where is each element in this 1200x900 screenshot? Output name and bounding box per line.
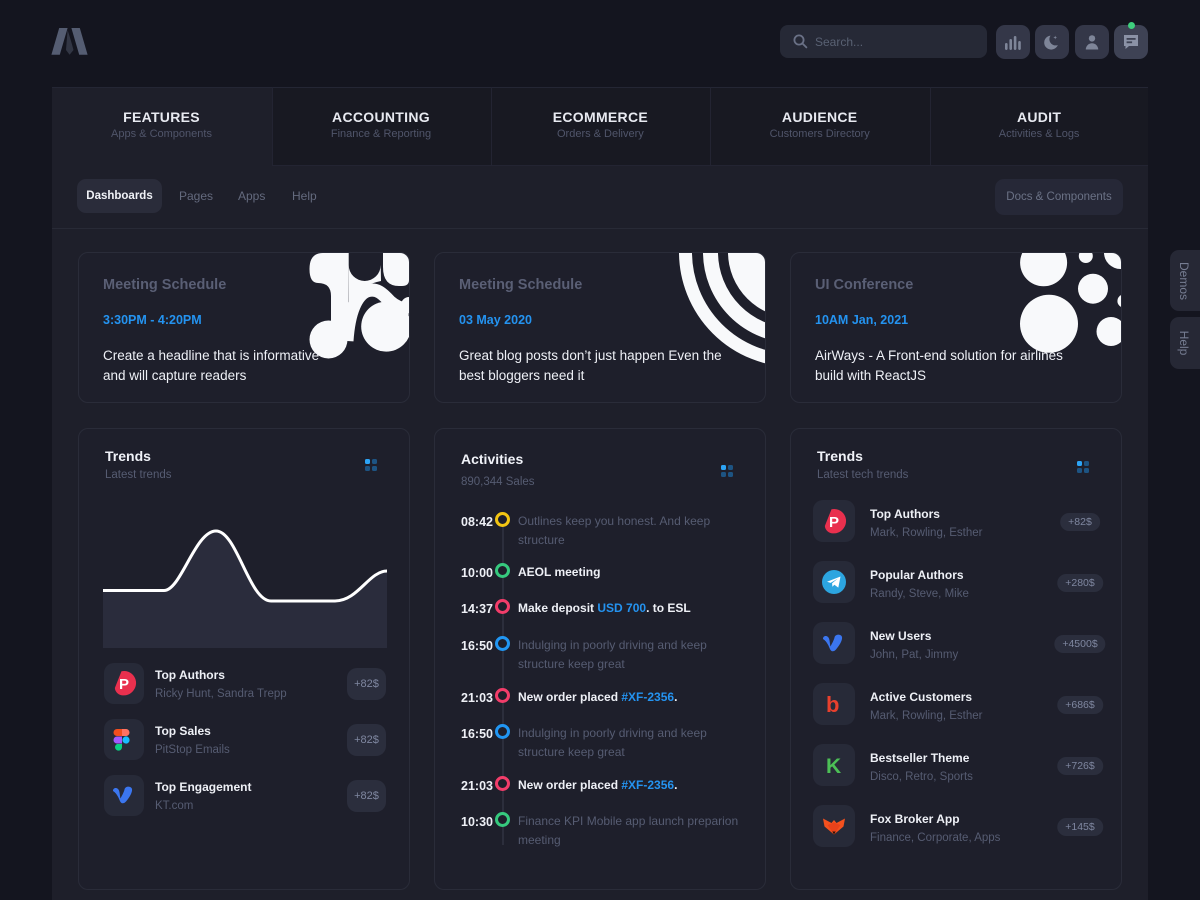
svg-text:b: b	[826, 692, 839, 717]
svg-text:K: K	[826, 755, 841, 778]
svg-text:P: P	[829, 514, 839, 531]
svg-text:P: P	[119, 676, 129, 693]
